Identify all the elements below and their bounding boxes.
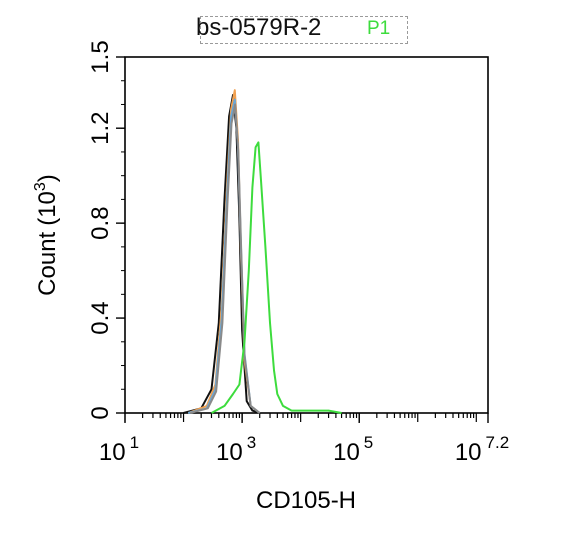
y-axis-label-text: Count	[34, 231, 61, 295]
y-tick-label: 0.4	[87, 301, 114, 334]
y-tick-label: 1.5	[87, 40, 114, 73]
x-tick-label: 10 3	[216, 433, 256, 466]
x-axis-label: CD105-H	[256, 487, 356, 514]
plot-frame	[124, 56, 489, 414]
y-tick-label: 0.8	[87, 206, 114, 239]
series-line-4	[189, 103, 261, 414]
y-axis-label-exponent: 3	[32, 182, 49, 191]
y-tick-label: 1.2	[87, 112, 114, 145]
x-tick-label: 10 1	[99, 433, 139, 466]
y-axis-ticks: 0 0.4 0.8 1.2 1.5	[87, 40, 125, 420]
series-line-5	[211, 141, 342, 414]
series-line-1	[183, 94, 261, 414]
title-gate-box	[200, 16, 408, 44]
x-tick-label: 10 7.2	[455, 433, 509, 466]
y-axis-label: Count(103)	[32, 174, 61, 296]
chart-title: bs-0579R-2	[196, 14, 322, 41]
x-axis-ticks: 10 1 10 3 10 5 10 7.2	[99, 413, 509, 466]
gate-label: P1	[367, 18, 391, 39]
x-tick-label: 10 5	[333, 433, 373, 466]
y-tick-label: 0	[87, 406, 114, 419]
series-lines	[183, 89, 342, 414]
